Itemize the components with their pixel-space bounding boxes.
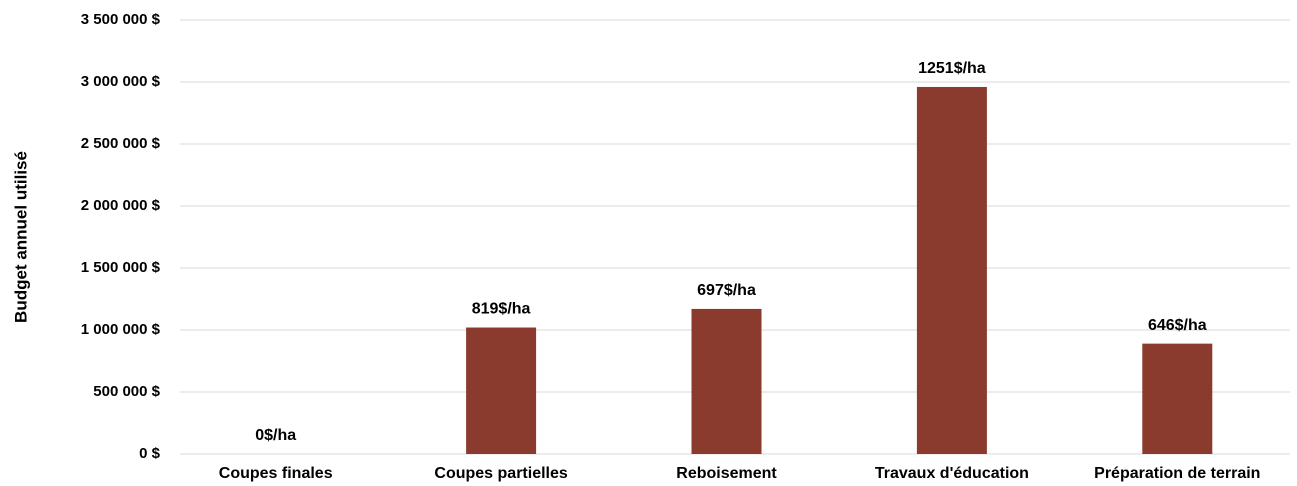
y-tick-label: 1 000 000 $ [81,321,161,338]
x-tick-label: Coupes partielles [434,465,567,482]
y-tick-label: 1 500 000 $ [81,259,161,276]
data-label: 819$/ha [472,301,531,318]
y-tick-label: 3 000 000 $ [81,73,161,90]
x-tick-label: Reboisement [676,465,777,482]
data-label: 697$/ha [697,282,756,299]
y-tick-label: 0 $ [139,445,161,462]
bar [466,327,537,454]
y-tick-label: 3 500 000 $ [81,11,161,28]
x-tick-label: Préparation de terrain [1094,465,1260,482]
y-tick-label: 2 500 000 $ [81,135,161,152]
data-label: 1251$/ha [918,60,986,77]
y-axis-label: Budget annuel utilisé [11,151,30,323]
bar [916,86,987,455]
y-tick-label: 2 000 000 $ [81,197,161,214]
y-tick-label: 500 000 $ [93,383,160,400]
bar [691,308,762,454]
data-label: 0$/ha [255,427,296,444]
x-tick-label: Coupes finales [219,465,333,482]
bar [1142,343,1213,454]
data-label: 646$/ha [1148,317,1207,334]
x-tick-label: Travaux d'éducation [875,465,1029,482]
